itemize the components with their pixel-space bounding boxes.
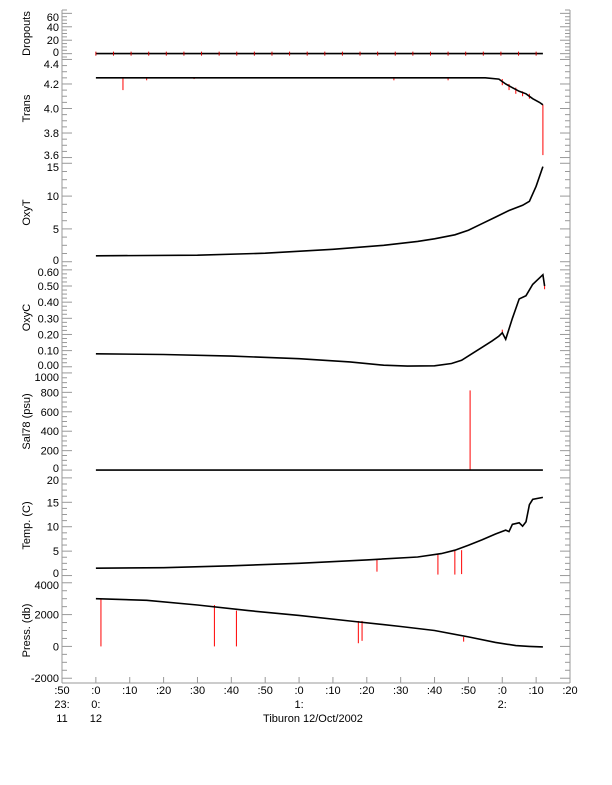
- y-tick-label: 0: [53, 255, 59, 267]
- y-tick-label: 20: [47, 475, 59, 487]
- x-tick-label: :20: [359, 685, 374, 697]
- y-tick-label: 0.50: [38, 281, 59, 293]
- y-axis-label: Sal78 (psu): [21, 393, 33, 449]
- x-tick-label: :10: [122, 685, 137, 697]
- y-tick-label: 0.20: [38, 329, 59, 341]
- panel-oxyc: 0.00 0.10 0.20 0.30 0.40 0.50 0.60 OxyC: [21, 265, 571, 372]
- y-tick-label: 4000: [35, 580, 59, 592]
- y-axis-label: Temp. (C): [21, 501, 33, 549]
- series-line-temp: [95, 496, 544, 569]
- y-tick-label: 0: [53, 463, 59, 475]
- y-tick-label: 0: [53, 568, 59, 580]
- y-tick-label: 2000: [35, 610, 59, 622]
- x-day-label: 11: [56, 713, 67, 725]
- y-tick-label: 0: [53, 47, 59, 59]
- y-tick-label: 0: [53, 641, 59, 653]
- y-tick-label: 0.40: [38, 297, 59, 309]
- x-tick-label: :0: [294, 685, 303, 697]
- y-tick-label: 60: [47, 12, 59, 24]
- x-tick-label: :30: [190, 685, 205, 697]
- y-tick-label: 5: [53, 224, 59, 236]
- y-tick-label: 4.0: [44, 104, 59, 116]
- x-day-label: 12: [90, 713, 102, 725]
- y-tick-label: 10: [47, 522, 59, 534]
- y-tick-label: 0.10: [38, 346, 59, 358]
- y-tick-label: 4.4: [44, 59, 59, 71]
- x-tick-label: :20: [562, 685, 577, 697]
- x-tick-label: :40: [427, 685, 442, 697]
- y-tick-label: 0.30: [38, 313, 59, 325]
- y-tick-label: 0.00: [38, 360, 59, 372]
- panels: 0204060Dropouts3.63.84.04.24.4Trans05101…: [21, 9, 571, 685]
- x-tick-label: :40: [224, 685, 239, 697]
- y-tick-label: 40: [47, 22, 59, 34]
- y-tick-label: 0.60: [38, 267, 59, 279]
- y-tick-label: 1000: [35, 372, 59, 384]
- x-tick-label: :20: [156, 685, 171, 697]
- x-hour-label: 0:: [91, 699, 100, 711]
- x-tick-label: :10: [325, 685, 340, 697]
- series-line-oxyt: [95, 166, 544, 257]
- y-tick-label: 3.8: [44, 128, 59, 140]
- y-tick-label: 200: [41, 446, 59, 458]
- y-tick-label: 800: [41, 387, 59, 399]
- y-axis-label: OxyT: [21, 199, 33, 226]
- x-tick-label: :0: [498, 685, 507, 697]
- y-tick-label: 15: [47, 162, 59, 174]
- y-tick-label: 3.6: [44, 150, 59, 162]
- x-hour-label: 2:: [498, 699, 507, 711]
- y-axis-label: Dropouts: [21, 11, 33, 56]
- series-line-oxyc: [95, 273, 546, 367]
- y-tick-label: 20: [47, 35, 59, 47]
- panel-temp: 0 5 10 15 20 Temp. (C): [21, 473, 571, 580]
- y-tick-label: 5: [53, 546, 59, 558]
- x-axis: :50 23: 11 :0 0: 12 :10 :20 :30 :40 :50 :0 1: :10 :20:…: [54, 677, 578, 725]
- y-tick-label: 15: [47, 497, 59, 509]
- x-tick-label: :30: [393, 685, 408, 697]
- x-tick-label: :10: [528, 685, 543, 697]
- y-axis-label: Trans: [21, 94, 33, 122]
- y-tick-label: 4.2: [44, 79, 59, 91]
- y-axis-label: OxyC: [21, 304, 33, 332]
- panel-trans: 3.6 3.8 4.0 4.2 4.4 Trans: [21, 57, 571, 162]
- x-tick-label: :0: [91, 685, 100, 697]
- y-axis-label: Press. (db): [21, 604, 33, 658]
- y-tick-label: 600: [41, 407, 59, 419]
- series-line-press: [95, 597, 543, 648]
- y-tick-label: -2000: [31, 673, 59, 685]
- x-hour-label: 23:: [54, 699, 69, 711]
- x-hour-label: 1:: [294, 699, 303, 711]
- x-axis-title: Tiburon 12/Oct/2002: [263, 713, 363, 725]
- x-tick-label: :50: [461, 685, 476, 697]
- x-tick-label: :50: [54, 685, 69, 697]
- y-tick-label: 10: [47, 191, 59, 203]
- y-tick-label: 400: [41, 426, 59, 438]
- series-line-trans: [95, 77, 544, 106]
- panel-oxyt: 0 5 10 15 OxyT: [21, 160, 571, 267]
- x-tick-label: :50: [258, 685, 273, 697]
